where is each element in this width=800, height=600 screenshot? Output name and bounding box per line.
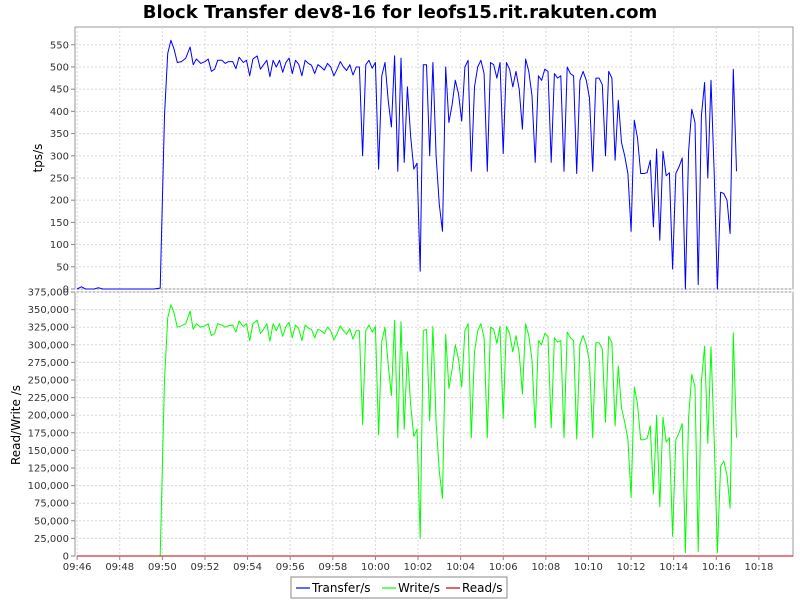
tps-ytick-label: 300 [50,151,69,162]
legend-item-read: Read/s [446,581,502,595]
rw-ytick-label: 300,000 [28,340,69,351]
xtick-label: 10:16 [702,562,731,573]
tps-axis-label: tps/s [31,144,45,173]
rw-ytick-label: 325,000 [28,323,69,334]
tps-ytick-label: 450 [50,85,69,96]
rw-ytick-label: 375,000 [28,288,69,299]
xtick-label: 09:48 [105,562,134,573]
series-line-writes [77,304,737,557]
legend-label-write: Write/s [398,581,440,595]
read-write-axis-label: Read/Write /s [9,385,23,465]
tps-ytick-label: 150 [50,218,69,229]
xtick-label: 09:52 [191,562,220,573]
rw-ytick-label: 125,000 [28,464,69,475]
rw-ytick-label: 50,000 [34,516,69,527]
legend-box [290,576,508,599]
xtick-label: 09:46 [63,562,92,573]
rw-ytick-label: 350,000 [28,305,69,316]
tps-ytick-label: 50 [56,262,69,273]
tps-panel: 0 50 100 150 200 250 300 350 400 450 500 550 [50,26,794,296]
xtick-label: 10:04 [446,562,475,573]
xtick-label: 09:50 [148,562,177,573]
tps-plot-area [74,26,794,290]
x-axis: 09:46 09:48 09:50 09:52 09:54 09:56 09:58 10:00… [63,556,773,573]
legend-label-transfer: Transfer/s [311,581,371,595]
xtick-label: 10:10 [574,562,603,573]
rw-ytick-label: 225,000 [28,393,69,404]
rw-ytick-label: 275,000 [28,358,69,369]
rw-ytick-label: 75,000 [34,499,69,510]
xtick-label: 10:18 [744,562,773,573]
xtick-label: 09:56 [276,562,305,573]
rw-ytick-label: 175,000 [28,428,69,439]
legend: Transfer/s Write/s Read/s [290,576,508,599]
xtick-label: 10:14 [659,562,688,573]
tps-ytick-label: 250 [50,173,69,184]
xtick-label: 10:08 [531,562,560,573]
xtick-label: 10:12 [617,562,646,573]
xtick-label: 09:54 [233,562,262,573]
tps-ytick-label: 500 [50,62,69,73]
tps-ytick-label: 100 [50,240,69,251]
legend-item-write: Write/s [382,581,440,595]
read-write-panel: 0 25,000 50,000 75,000 100,000 125,000 150,000… [28,288,794,563]
rw-ytick-label: 100,000 [28,481,69,492]
tps-ytick-label: 350 [50,129,69,140]
legend-item-transfer: Transfer/s [296,581,371,595]
xtick-label: 10:02 [404,562,433,573]
rw-ytick-label: 0 [63,552,69,563]
xtick-label: 09:58 [318,562,347,573]
chart-title: Block Transfer dev8-16 for leofs15.rit.r… [143,2,657,23]
rw-ytick-label: 200,000 [28,411,69,422]
xtick-label: 10:00 [361,562,390,573]
legend-label-read: Read/s [462,581,502,595]
xtick-label: 10:06 [489,562,518,573]
tps-ytick-label: 400 [50,107,69,118]
rw-ytick-label: 25,000 [34,534,69,545]
rw-ytick-label: 150,000 [28,446,69,457]
series-line-transfers [76,39,737,290]
rw-ytick-label: 250,000 [28,376,69,387]
tps-ytick-label: 0 [63,285,69,296]
tps-ytick-label: 550 [50,40,69,51]
rw-plot-area [74,291,794,557]
tps-ytick-label: 200 [50,196,69,207]
